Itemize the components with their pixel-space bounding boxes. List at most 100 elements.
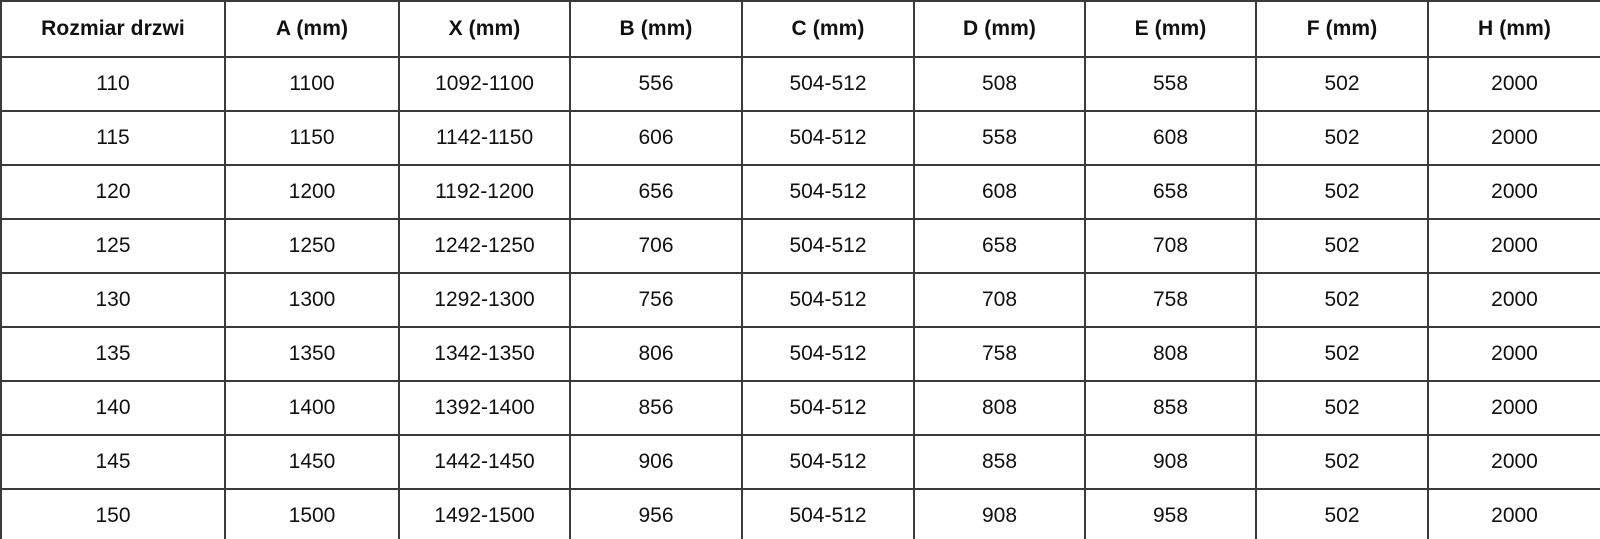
cell-f: 502 [1255, 164, 1429, 220]
cell-b: 656 [569, 164, 743, 220]
cell-c: 504-512 [741, 434, 915, 490]
cell-d: 658 [913, 218, 1086, 274]
cell-a: 1100 [224, 56, 400, 112]
cell-e: 658 [1084, 164, 1257, 220]
cell-f: 502 [1255, 56, 1429, 112]
cell-size: 115 [0, 110, 226, 166]
cell-e: 708 [1084, 218, 1257, 274]
cell-c: 504-512 [741, 326, 915, 382]
cell-x: 1492-1500 [398, 488, 571, 539]
cell-size: 125 [0, 218, 226, 274]
cell-e: 758 [1084, 272, 1257, 328]
column-header-d: D (mm) [913, 0, 1086, 58]
cell-d: 558 [913, 110, 1086, 166]
cell-a: 1500 [224, 488, 400, 539]
table-row: 125 1250 1242-1250 706 504-512 658 708 502 2000 [0, 218, 1600, 274]
column-header-b: B (mm) [569, 0, 743, 58]
cell-x: 1442-1450 [398, 434, 571, 490]
cell-c: 504-512 [741, 218, 915, 274]
cell-b: 556 [569, 56, 743, 112]
cell-f: 502 [1255, 110, 1429, 166]
cell-a: 1400 [224, 380, 400, 436]
column-header-h: H (mm) [1427, 0, 1600, 58]
cell-c: 504-512 [741, 56, 915, 112]
cell-size: 145 [0, 434, 226, 490]
cell-d: 908 [913, 488, 1086, 539]
cell-h: 2000 [1427, 218, 1600, 274]
column-header-a: A (mm) [224, 0, 400, 58]
cell-b: 856 [569, 380, 743, 436]
cell-b: 606 [569, 110, 743, 166]
table-header: Rozmiar drzwi A (mm) X (mm) B (mm) C (mm) D (… [0, 0, 1600, 58]
cell-a: 1150 [224, 110, 400, 166]
cell-x: 1142-1150 [398, 110, 571, 166]
cell-f: 502 [1255, 326, 1429, 382]
table-body: 110 1100 1092-1100 556 504-512 508 558 502 2000 1… [0, 56, 1600, 539]
cell-c: 504-512 [741, 380, 915, 436]
cell-d: 808 [913, 380, 1086, 436]
cell-e: 908 [1084, 434, 1257, 490]
cell-e: 958 [1084, 488, 1257, 539]
cell-b: 756 [569, 272, 743, 328]
table-row: 115 1150 1142-1150 606 504-512 558 608 502 2000 [0, 110, 1600, 166]
cell-b: 806 [569, 326, 743, 382]
cell-x: 1092-1100 [398, 56, 571, 112]
cell-d: 508 [913, 56, 1086, 112]
table-row: 135 1350 1342-1350 806 504-512 758 808 502 2000 [0, 326, 1600, 382]
cell-e: 558 [1084, 56, 1257, 112]
cell-f: 502 [1255, 434, 1429, 490]
cell-f: 502 [1255, 272, 1429, 328]
cell-f: 502 [1255, 488, 1429, 539]
cell-e: 808 [1084, 326, 1257, 382]
cell-size: 150 [0, 488, 226, 539]
cell-x: 1292-1300 [398, 272, 571, 328]
cell-b: 706 [569, 218, 743, 274]
cell-size: 140 [0, 380, 226, 436]
cell-f: 502 [1255, 380, 1429, 436]
cell-h: 2000 [1427, 326, 1600, 382]
cell-c: 504-512 [741, 164, 915, 220]
cell-a: 1350 [224, 326, 400, 382]
table-row: 150 1500 1492-1500 956 504-512 908 958 502 2000 [0, 488, 1600, 539]
table-row: 140 1400 1392-1400 856 504-512 808 858 502 2000 [0, 380, 1600, 436]
cell-x: 1392-1400 [398, 380, 571, 436]
cell-d: 758 [913, 326, 1086, 382]
cell-c: 504-512 [741, 110, 915, 166]
column-header-size: Rozmiar drzwi [0, 0, 226, 58]
cell-a: 1300 [224, 272, 400, 328]
cell-size: 135 [0, 326, 226, 382]
table-header-row: Rozmiar drzwi A (mm) X (mm) B (mm) C (mm) D (… [0, 0, 1600, 58]
cell-d: 608 [913, 164, 1086, 220]
cell-b: 906 [569, 434, 743, 490]
column-header-c: C (mm) [741, 0, 915, 58]
column-header-f: F (mm) [1255, 0, 1429, 58]
cell-h: 2000 [1427, 110, 1600, 166]
cell-e: 608 [1084, 110, 1257, 166]
column-header-e: E (mm) [1084, 0, 1257, 58]
cell-x: 1192-1200 [398, 164, 571, 220]
cell-x: 1342-1350 [398, 326, 571, 382]
cell-b: 956 [569, 488, 743, 539]
table-row: 145 1450 1442-1450 906 504-512 858 908 502 2000 [0, 434, 1600, 490]
cell-a: 1200 [224, 164, 400, 220]
cell-d: 708 [913, 272, 1086, 328]
cell-size: 110 [0, 56, 226, 112]
cell-x: 1242-1250 [398, 218, 571, 274]
column-header-x: X (mm) [398, 0, 571, 58]
cell-h: 2000 [1427, 164, 1600, 220]
cell-a: 1450 [224, 434, 400, 490]
cell-c: 504-512 [741, 488, 915, 539]
table-row: 120 1200 1192-1200 656 504-512 608 658 502 2000 [0, 164, 1600, 220]
cell-d: 858 [913, 434, 1086, 490]
cell-size: 120 [0, 164, 226, 220]
cell-h: 2000 [1427, 488, 1600, 539]
cell-h: 2000 [1427, 380, 1600, 436]
cell-e: 858 [1084, 380, 1257, 436]
cell-h: 2000 [1427, 272, 1600, 328]
cell-c: 504-512 [741, 272, 915, 328]
table-row: 110 1100 1092-1100 556 504-512 508 558 502 2000 [0, 56, 1600, 112]
table-row: 130 1300 1292-1300 756 504-512 708 758 502 2000 [0, 272, 1600, 328]
cell-f: 502 [1255, 218, 1429, 274]
